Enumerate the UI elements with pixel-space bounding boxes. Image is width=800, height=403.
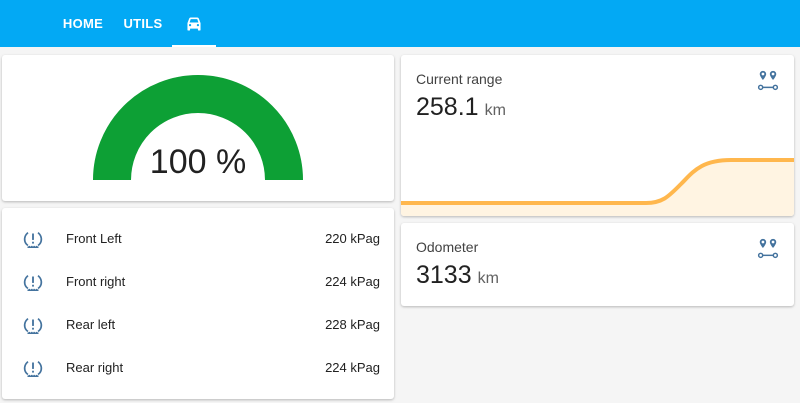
tire-alert-icon	[23, 360, 43, 377]
tire-label: Rear right	[66, 360, 124, 375]
tab-home[interactable]: HOME	[62, 16, 104, 31]
tire-pressure-value: 228 kPag	[325, 317, 380, 332]
gauge-arc	[93, 75, 303, 181]
tire-pressure-card: Front Left 220 kPag Front right 224 kPag…	[2, 208, 394, 399]
tab-car[interactable]	[172, 0, 216, 47]
odometer-unit: km	[477, 270, 499, 287]
gauge-fill	[93, 75, 303, 181]
range-unit: km	[484, 102, 506, 119]
range-graph-area	[401, 160, 794, 216]
tire-alert-icon	[23, 317, 43, 334]
map-marker-distance-icon	[757, 238, 779, 259]
tire-pressure-value: 224 kPag	[325, 274, 380, 289]
range-graph-line	[401, 158, 794, 205]
tire-pressure-value: 220 kPag	[325, 231, 380, 246]
tire-label: Front right	[66, 274, 126, 289]
range-history-graph	[401, 158, 794, 216]
top-app-bar: HOME UTILS	[0, 0, 800, 47]
gauge-value: 100 %	[149, 143, 247, 181]
tire-pressure-value: 224 kPag	[325, 360, 380, 375]
tab-utils[interactable]: UTILS	[123, 16, 163, 31]
odometer-card[interactable]: Odometer 3133 km	[401, 223, 794, 306]
odometer-value: 3133 km	[416, 261, 499, 290]
range-number: 258.1	[416, 93, 479, 121]
tire-label: Rear left	[66, 317, 116, 332]
card-title: Odometer	[416, 239, 479, 255]
tire-row-rear-left[interactable]: Rear left 228 kPag	[2, 304, 394, 347]
current-range-card[interactable]: Current range 258.1 km	[401, 55, 794, 216]
odometer-number: 3133	[416, 261, 472, 289]
card-title: Current range	[416, 71, 503, 87]
map-marker-distance-icon	[757, 70, 779, 91]
range-value: 258.1 km	[416, 93, 506, 122]
tire-alert-icon	[23, 274, 43, 291]
tire-alert-icon	[23, 231, 43, 248]
tire-row-front-right[interactable]: Front right 224 kPag	[2, 261, 394, 304]
tire-label: Front Left	[66, 231, 122, 246]
active-tab-indicator	[172, 45, 216, 47]
battery-gauge-card[interactable]: 100 %	[2, 55, 394, 201]
tire-row-front-left[interactable]: Front Left 220 kPag	[2, 218, 394, 261]
tire-row-rear-right[interactable]: Rear right 224 kPag	[2, 347, 394, 390]
car-icon	[187, 16, 201, 31]
